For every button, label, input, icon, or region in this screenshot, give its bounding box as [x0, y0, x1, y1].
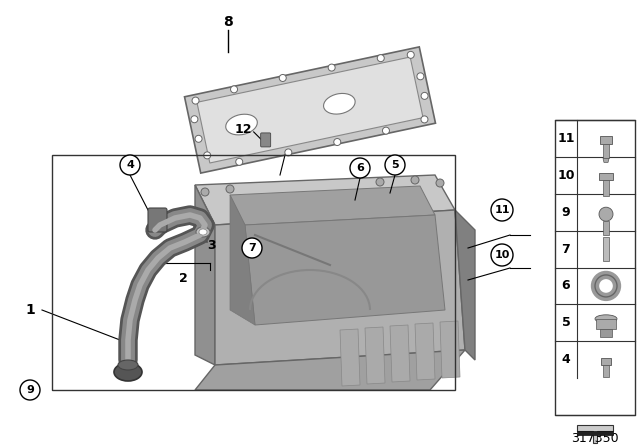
Polygon shape	[365, 327, 385, 384]
Bar	[603, 180, 609, 196]
Circle shape	[279, 74, 286, 82]
Text: 3: 3	[208, 238, 216, 251]
Ellipse shape	[118, 360, 138, 370]
Circle shape	[376, 178, 384, 186]
Circle shape	[417, 73, 424, 80]
Text: 4: 4	[126, 160, 134, 170]
Circle shape	[204, 152, 211, 159]
Bar	[603, 365, 609, 377]
Bar	[603, 237, 609, 261]
Circle shape	[20, 380, 40, 400]
FancyBboxPatch shape	[260, 133, 271, 147]
Text: 5: 5	[391, 160, 399, 170]
Bar	[603, 144, 609, 159]
Circle shape	[242, 238, 262, 258]
Circle shape	[328, 64, 335, 71]
Polygon shape	[577, 431, 613, 435]
Circle shape	[436, 179, 444, 187]
Circle shape	[411, 176, 419, 184]
Polygon shape	[390, 325, 410, 382]
Text: 11: 11	[557, 132, 575, 145]
Text: 5: 5	[562, 316, 570, 329]
Polygon shape	[577, 425, 613, 443]
Circle shape	[407, 52, 414, 58]
Text: 10: 10	[557, 169, 575, 182]
Polygon shape	[245, 215, 445, 325]
Circle shape	[195, 135, 202, 142]
Polygon shape	[195, 175, 455, 225]
Text: 7: 7	[562, 242, 570, 255]
Ellipse shape	[595, 315, 617, 323]
Polygon shape	[600, 137, 612, 144]
Text: 10: 10	[494, 250, 509, 260]
Circle shape	[230, 86, 237, 93]
Polygon shape	[440, 321, 460, 378]
Circle shape	[226, 185, 234, 193]
Circle shape	[191, 116, 198, 123]
Polygon shape	[230, 186, 435, 225]
Bar	[596, 319, 616, 329]
Circle shape	[285, 149, 292, 156]
Text: 8: 8	[223, 15, 233, 29]
Circle shape	[192, 97, 199, 104]
Text: 1: 1	[25, 303, 35, 317]
Polygon shape	[415, 323, 435, 380]
Ellipse shape	[226, 114, 257, 135]
Circle shape	[350, 158, 370, 178]
Bar	[600, 329, 612, 337]
Bar	[52, 155, 455, 390]
FancyBboxPatch shape	[148, 208, 167, 232]
Polygon shape	[230, 195, 255, 325]
Circle shape	[491, 244, 513, 266]
Text: 4: 4	[562, 353, 570, 366]
Circle shape	[599, 207, 613, 221]
Circle shape	[201, 188, 209, 196]
Polygon shape	[455, 210, 475, 360]
Polygon shape	[184, 47, 435, 173]
Polygon shape	[195, 350, 465, 390]
Circle shape	[421, 92, 428, 99]
Polygon shape	[340, 329, 360, 386]
Text: 9: 9	[26, 385, 34, 395]
Circle shape	[421, 116, 428, 123]
Polygon shape	[599, 173, 613, 180]
Text: 11: 11	[494, 205, 509, 215]
Circle shape	[491, 199, 513, 221]
Circle shape	[236, 158, 243, 165]
Ellipse shape	[114, 363, 142, 381]
Text: 2: 2	[179, 271, 188, 284]
Text: 12: 12	[235, 123, 252, 136]
Polygon shape	[601, 358, 611, 365]
Polygon shape	[197, 57, 423, 163]
Polygon shape	[603, 159, 609, 163]
Polygon shape	[195, 185, 215, 365]
Ellipse shape	[196, 227, 210, 237]
Text: 6: 6	[562, 280, 570, 293]
Text: 7: 7	[248, 243, 256, 253]
Text: 9: 9	[562, 206, 570, 219]
Text: 6: 6	[356, 163, 364, 173]
Bar	[555, 120, 635, 415]
Circle shape	[383, 127, 390, 134]
Polygon shape	[215, 210, 465, 365]
Circle shape	[377, 55, 384, 62]
Ellipse shape	[324, 94, 355, 114]
Circle shape	[120, 155, 140, 175]
Circle shape	[333, 138, 340, 146]
Circle shape	[385, 155, 405, 175]
Text: 317350: 317350	[571, 431, 619, 444]
Ellipse shape	[199, 229, 207, 235]
Bar	[603, 221, 609, 235]
